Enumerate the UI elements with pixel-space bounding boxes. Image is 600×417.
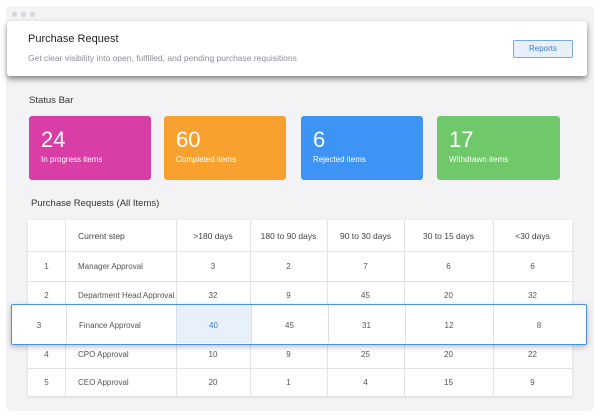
row-number: 4 (44, 350, 49, 359)
stat-label: Withdrawn items (449, 155, 509, 164)
row-value: 7 (363, 262, 368, 271)
row-value: 20 (444, 350, 453, 359)
stat-label: In progress items (41, 155, 103, 164)
row-number: 3 (36, 321, 42, 330)
row-value: 15 (444, 378, 453, 387)
header-card: Purchase Request Get clear visibility in… (7, 21, 587, 76)
column-header[interactable]: 180 to 90 days (260, 231, 317, 241)
column-header[interactable]: <30 days (515, 231, 550, 241)
column-header[interactable]: 90 to 30 days (339, 231, 392, 241)
table-row-highlighted[interactable]: 3 Finance Approval 40 45 31 12 8 (11, 304, 587, 345)
highlighted-cell-value[interactable]: 40 (209, 321, 218, 330)
stat-label: Rejected items (313, 155, 366, 164)
row-step: CEO Approval (78, 378, 129, 387)
window-titlebar (6, 6, 594, 22)
row-value: 6 (530, 262, 535, 271)
table-title: Purchase Requests (All Items) (31, 198, 160, 209)
stat-value: 60 (176, 127, 201, 152)
stat-value: 24 (41, 127, 66, 152)
row-value: 22 (528, 350, 537, 359)
column-header[interactable]: Current step (78, 231, 125, 241)
page-title: Purchase Request (28, 33, 119, 45)
row-step: Manager Approval (78, 262, 143, 271)
row-step: Finance Approval (79, 321, 141, 330)
row-value: 32 (208, 291, 218, 300)
window-close-dot[interactable] (12, 12, 17, 17)
row-value: 2 (286, 262, 291, 271)
row-value: 9 (286, 291, 291, 300)
stat-value: 17 (449, 127, 474, 152)
row-value: 45 (285, 321, 294, 330)
status-bar-title: Status Bar (29, 95, 74, 106)
row-value: 20 (208, 378, 218, 387)
row-number: 1 (44, 262, 49, 271)
row-value: 3 (210, 262, 216, 271)
row-step: Department Head Approval (78, 291, 175, 300)
stat-value: 6 (313, 127, 326, 152)
row-value: 12 (444, 321, 454, 330)
row-value: 8 (536, 321, 542, 330)
row-value: 10 (208, 350, 218, 359)
column-header[interactable]: >180 days (193, 231, 233, 241)
stat-label: Completed items (176, 155, 237, 164)
row-value: 20 (444, 291, 453, 300)
stat-card-completed[interactable]: 60 Completed items (164, 116, 286, 180)
row-value: 9 (286, 350, 291, 359)
page-subtitle: Get clear visibility into open, fulfille… (28, 53, 297, 63)
row-value: 45 (361, 291, 370, 300)
row-step: CPO Approval (78, 350, 129, 359)
row-value: 32 (528, 291, 537, 300)
row-value: 31 (362, 321, 371, 330)
stat-card-rejected[interactable]: 6 Rejected items (301, 116, 423, 180)
stat-card-withdrawn[interactable]: 17 Withdrawn items (437, 116, 560, 180)
row-value: 1 (286, 378, 291, 387)
row-value: 6 (446, 262, 451, 271)
row-number: 2 (44, 291, 49, 300)
column-header[interactable]: 30 to 15 days (422, 231, 475, 241)
window-maximize-dot[interactable] (30, 12, 35, 17)
row-value: 4 (363, 378, 368, 387)
highlighted-cell-bg (176, 305, 251, 343)
stat-card-in-progress[interactable]: 24 In progress items (29, 116, 151, 180)
window-minimize-dot[interactable] (21, 12, 26, 17)
reports-button[interactable]: Reports (513, 40, 573, 58)
row-value: 25 (361, 350, 370, 359)
row-number: 5 (44, 378, 49, 387)
row-value: 9 (530, 378, 535, 387)
